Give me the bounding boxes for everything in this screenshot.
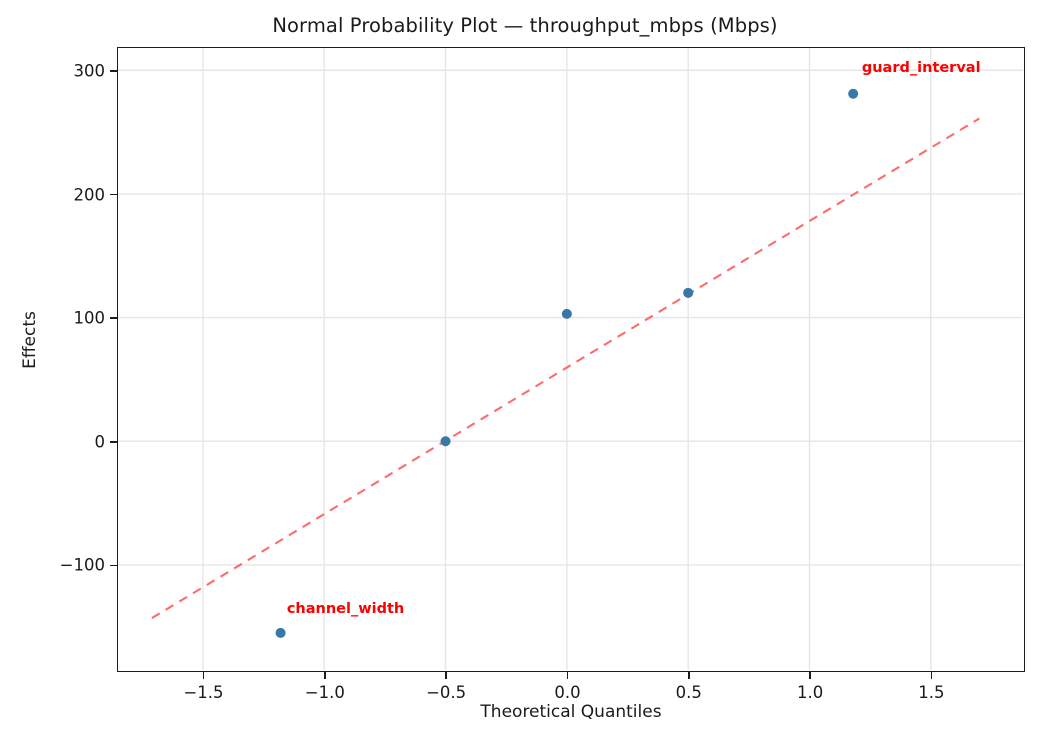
x-axis-tickmark — [566, 672, 569, 679]
chart-title: Normal Probability Plot — throughput_mbp… — [272, 14, 778, 37]
point-annotation-label: guard_interval — [861, 60, 981, 77]
x-axis-tickmark — [687, 672, 690, 679]
y-axis-tick-label: 0 — [94, 432, 106, 452]
x-axis-tickmark — [809, 672, 811, 679]
data-point-marker — [275, 627, 286, 638]
plot-area — [117, 47, 1025, 672]
data-point-marker — [561, 308, 572, 319]
data-point-marker — [683, 287, 694, 298]
reference-line — [151, 117, 980, 619]
y-axis-tick-label: −100 — [59, 555, 105, 575]
x-axis-tick-label: −0.5 — [426, 683, 467, 702]
point-annotation-label: channel_width — [286, 600, 405, 617]
data-point-marker — [848, 88, 859, 99]
x-axis-tick-label: 0.0 — [554, 683, 581, 702]
y-axis-label: Effects — [20, 311, 40, 369]
y-axis-tick-label: 100 — [73, 308, 106, 328]
x-axis-tick-label: 0.5 — [675, 683, 702, 702]
y-axis-tickmark — [110, 193, 117, 196]
data-point-marker — [440, 436, 451, 447]
y-axis-tickmark — [110, 564, 117, 567]
x-axis-tickmark — [930, 672, 933, 679]
y-axis-tickmark — [110, 441, 117, 443]
x-axis-tick-label: −1.5 — [183, 683, 224, 702]
plot-canvas — [118, 48, 1023, 670]
x-axis-label: Theoretical Quantiles — [480, 702, 662, 722]
y-axis-tick-label: 200 — [73, 185, 106, 205]
x-axis-tick-label: 1.5 — [918, 683, 945, 702]
x-axis-tickmark — [445, 672, 447, 679]
y-axis-tickmark — [110, 317, 117, 319]
x-axis-tick-label: 1.0 — [796, 683, 824, 702]
y-axis-tickmark — [110, 70, 117, 72]
y-axis-tick-label: 300 — [73, 61, 106, 81]
x-axis-tick-label: −1.0 — [304, 683, 345, 702]
x-axis-tickmark — [324, 672, 326, 679]
x-axis-tickmark — [202, 672, 205, 679]
